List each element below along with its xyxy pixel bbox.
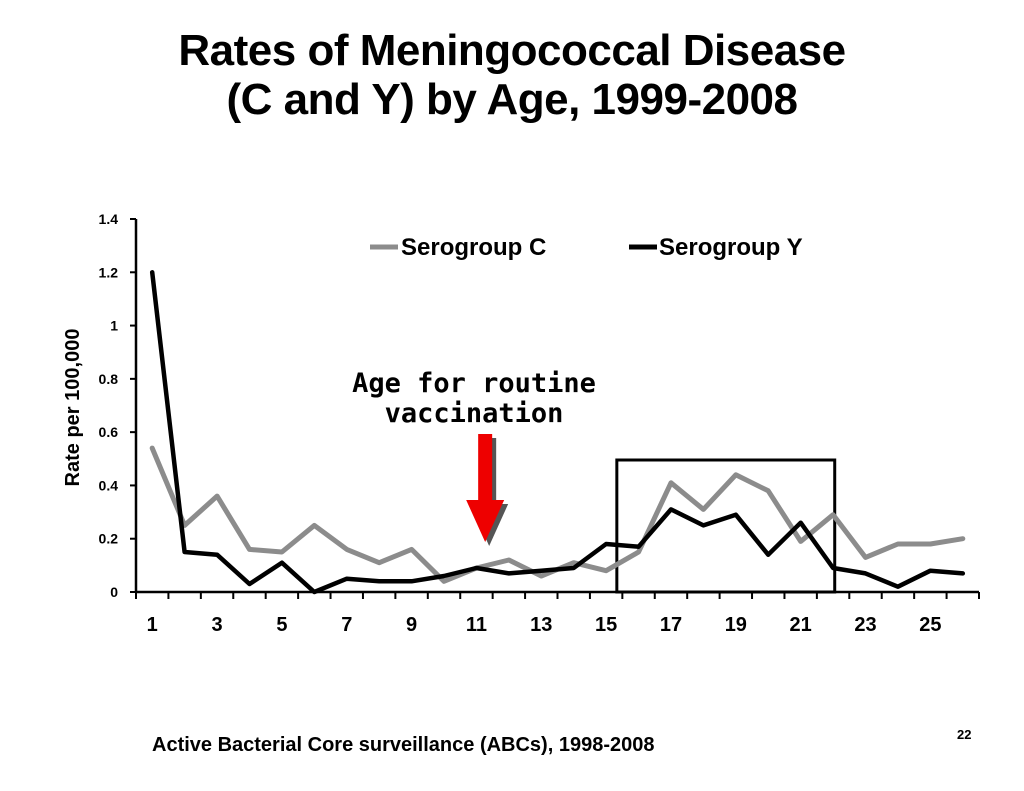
x-tick-label: 1 [147, 614, 158, 636]
x-tick-label: 13 [530, 614, 552, 636]
y-tick-label: 0 [110, 584, 118, 600]
page-number: 22 [957, 727, 972, 742]
annotation-line-2: vaccination [385, 398, 564, 429]
series-line-serogroup-c [149, 445, 966, 584]
x-tick-label: 5 [276, 614, 287, 636]
x-tick-label: 7 [341, 614, 352, 636]
series-layer [149, 270, 966, 595]
y-tick-label: 0.2 [99, 531, 119, 547]
legend-label-serogroup-y: Serogroup Y [659, 234, 803, 261]
source-footer: Active Bacterial Core surveillance (ABCs… [152, 734, 655, 756]
x-tick-label: 23 [854, 614, 876, 636]
y-tick-label: 1 [110, 318, 118, 334]
series-line-serogroup-y [149, 270, 966, 595]
y-tick-label: 1.2 [99, 264, 119, 280]
vaccination-arrow [466, 434, 509, 546]
y-tick-label: 0.8 [99, 371, 119, 387]
page-title: Rates of Meningococcal Disease (C and Y)… [0, 26, 1024, 124]
arrow-body [466, 434, 505, 542]
x-tick-label: 25 [919, 614, 941, 636]
y-axis-label: Rate per 100,000 [62, 329, 84, 487]
x-tick-label: 15 [595, 614, 617, 636]
x-tick-label: 21 [790, 614, 812, 636]
axes: 00.20.40.60.811.21.41 3 5 7 9 11 13 15 17 19 21 23 2… [62, 211, 980, 636]
y-tick-label: 0.4 [99, 477, 119, 493]
y-tick-label: 1.4 [99, 211, 119, 227]
y-tick-label: 0.6 [99, 424, 119, 440]
x-tick-label: 19 [725, 614, 747, 636]
title-line-1: Rates of Meningococcal Disease [178, 26, 846, 75]
x-tick-label: 3 [211, 614, 222, 636]
x-tick-label: 17 [660, 614, 682, 636]
x-tick-label: 9 [406, 614, 417, 636]
title-line-2: (C and Y) by Age, 1999-2008 [226, 75, 798, 124]
legend-label-serogroup-c: Serogroup C [401, 234, 546, 261]
legend: Serogroup C Serogroup Y [370, 234, 803, 261]
x-tick-label: 11 [466, 614, 487, 636]
annotation-line-1: Age for routine [352, 368, 596, 399]
